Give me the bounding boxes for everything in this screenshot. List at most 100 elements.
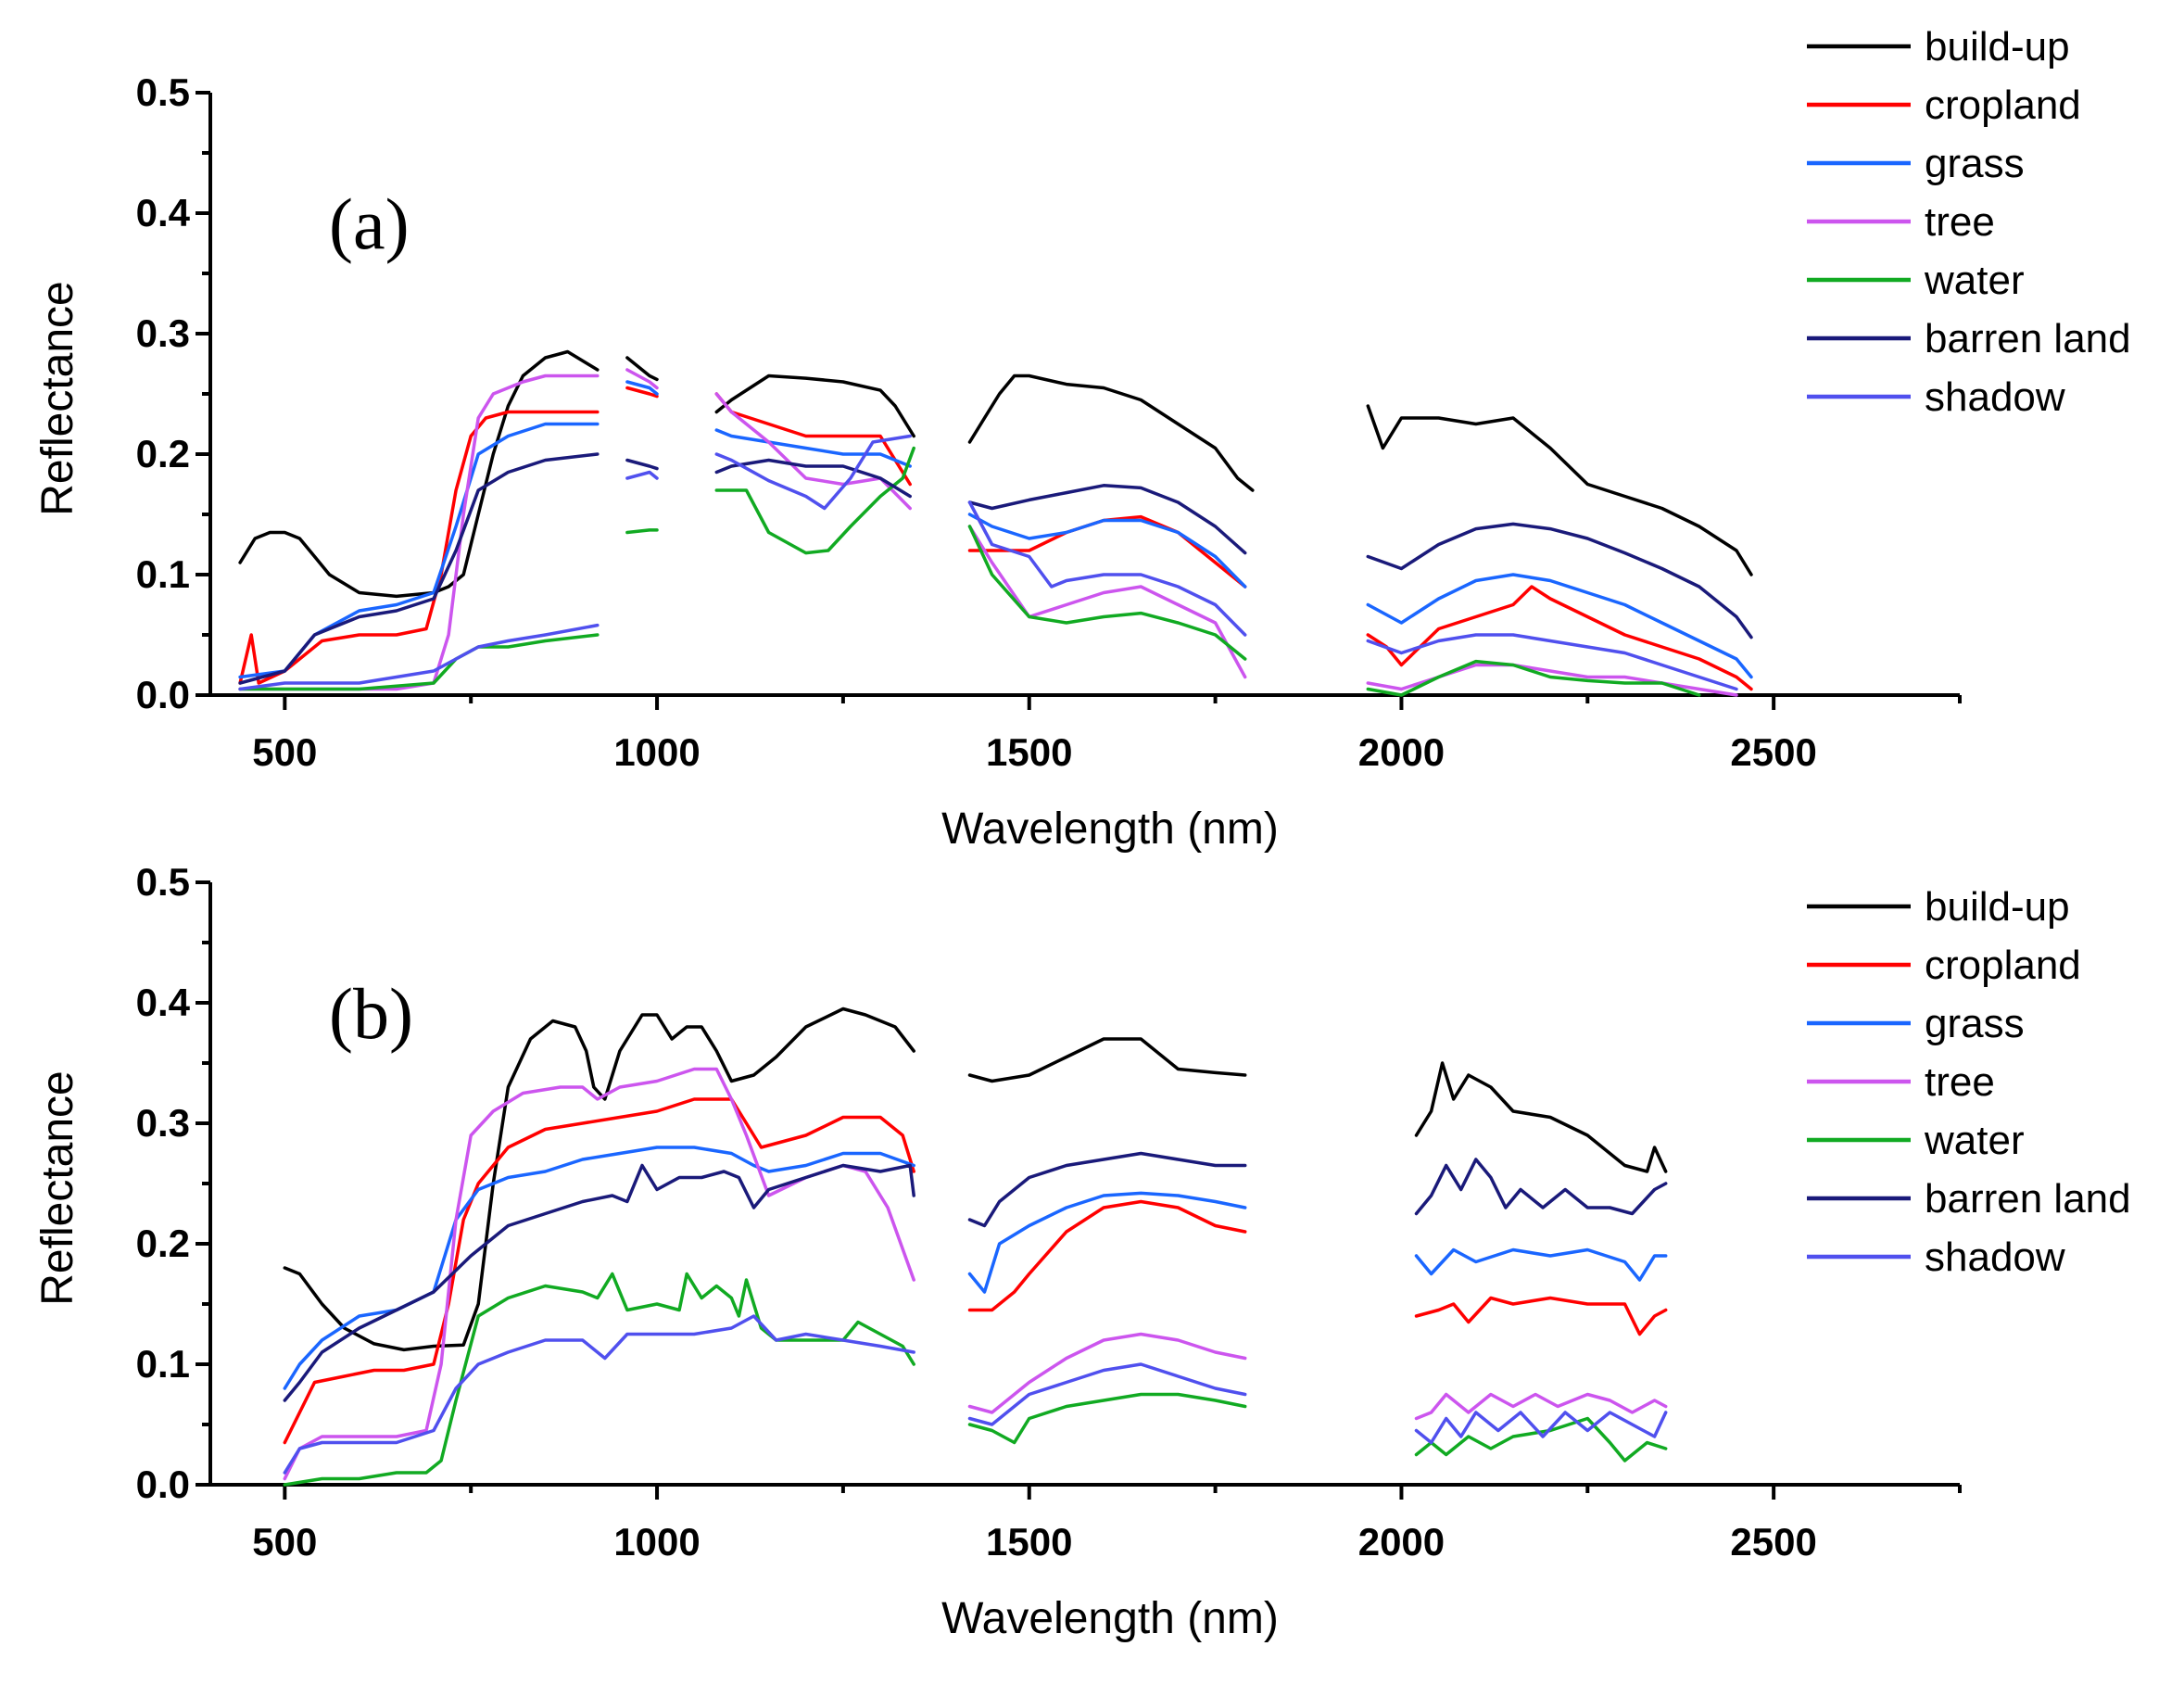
panel-b-label: (b)	[329, 973, 413, 1054]
series-barren-land-line	[967, 1151, 1247, 1228]
panel-a-x-tick-label: 2000	[1358, 730, 1445, 774]
series-barren-land-line	[967, 484, 1247, 555]
panel-a-y-tick-label: 0.4	[136, 191, 191, 234]
panel-b-x-tick-label: 500	[252, 1520, 317, 1564]
series-build-up-line	[714, 374, 915, 438]
series-shadow-line	[967, 1362, 1247, 1426]
panel-b-x-tick-label: 1000	[613, 1520, 700, 1564]
series-grass-line	[967, 513, 1247, 589]
panel-b-y-tick-label: 0.4	[136, 981, 191, 1024]
series-build-up-line	[1366, 404, 1753, 576]
panel-b-x-tick-label: 1500	[986, 1520, 1072, 1564]
legend-label-grass: grass	[1925, 141, 2025, 186]
legend-label-cropland: cropland	[1925, 82, 2081, 128]
series-water-line	[625, 528, 659, 535]
panel-a-y-tick-label: 0.0	[136, 673, 190, 716]
panel-a-y-tick-label: 0.3	[136, 311, 190, 355]
panel-a-y-tick-label: 0.2	[136, 432, 190, 475]
legend-label-barren-land: barren land	[1925, 316, 2131, 361]
panel-b-y-tick-label: 0.1	[136, 1342, 190, 1386]
series-grass-line	[1366, 573, 1753, 679]
panel-a-y-tick-label: 0.1	[136, 552, 190, 596]
panel-a-y-tick-label: 0.5	[136, 70, 190, 114]
series-tree-line	[1366, 663, 1738, 697]
series-build-up-line	[1414, 1061, 1668, 1173]
panel-a-series	[238, 349, 1753, 697]
panel-b-y-tick-label: 0.0	[136, 1462, 190, 1506]
series-water-line	[967, 1392, 1247, 1445]
panel-b-y-axis-title: Reflectance	[33, 1070, 82, 1305]
panel-b-series	[283, 1007, 1668, 1487]
series-tree-line	[1414, 1392, 1668, 1421]
series-tree-line	[967, 1332, 1247, 1414]
series-grass-line	[625, 380, 659, 396]
series-barren-land-line	[1414, 1158, 1668, 1216]
panel-b-x-tick-label: 2000	[1358, 1520, 1445, 1564]
series-build-up-line	[238, 349, 600, 599]
series-cropland-line	[238, 410, 600, 685]
panel-a-x-tick-label: 1500	[986, 730, 1072, 774]
series-cropland-line	[1366, 585, 1753, 691]
legend-label-water: water	[1924, 1118, 2025, 1163]
series-barren-land-line	[238, 452, 600, 685]
series-water-line	[1366, 659, 1701, 697]
legend-label-shadow: shadow	[1925, 1235, 2065, 1280]
series-grass-line	[967, 1191, 1247, 1294]
series-water-line	[1414, 1416, 1668, 1462]
legend-label-grass: grass	[1925, 1001, 2025, 1046]
series-tree-line	[967, 525, 1247, 679]
series-water-line	[967, 525, 1247, 661]
series-shadow-line	[714, 434, 912, 511]
series-barren-land-line	[1366, 522, 1753, 639]
panel-b-chart: 500 1000 1500 2000 2500 0.0 0.1 0.2 0.3 0.4 0.5 bu…	[33, 860, 2131, 1643]
series-shadow-line	[283, 1314, 915, 1475]
series-build-up-line	[283, 1007, 915, 1352]
panel-b-legend: build-up cropland grass tree water barren lan…	[1807, 884, 2131, 1280]
panel-a-chart: 500 1000 1500 2000 2500 0.0 0.1 0.2 0.3 0.4 0.5 bu…	[33, 24, 2131, 854]
series-grass-line	[1414, 1247, 1668, 1282]
series-build-up-line	[967, 374, 1255, 492]
legend-label-barren-land: barren land	[1925, 1176, 2131, 1222]
legend-label-water: water	[1924, 258, 2025, 303]
series-water-line	[714, 446, 915, 555]
series-grass-line	[283, 1146, 915, 1390]
series-barren-land-line	[625, 458, 659, 471]
series-shadow-line	[1414, 1411, 1668, 1445]
series-grass-line	[714, 428, 912, 468]
series-shadow-line	[625, 470, 659, 480]
series-shadow-line	[967, 500, 1247, 637]
panel-b-y-tick-label: 0.2	[136, 1222, 190, 1265]
series-cropland-line	[1414, 1296, 1668, 1336]
panel-b-ticks: 500 1000 1500 2000 2500 0.0 0.1 0.2 0.3 0.4 0.5	[136, 860, 1962, 1564]
legend-label-tree: tree	[1925, 199, 1995, 245]
panel-b-x-axis-title: Wavelength (nm)	[941, 1594, 1279, 1643]
panel-b-x-tick-label: 2500	[1730, 1520, 1816, 1564]
series-build-up-line	[625, 356, 659, 382]
panel-a-ticks: 500 1000 1500 2000 2500 0.0 0.1 0.2 0.3 0.4 0.5	[136, 70, 1962, 774]
series-tree-line	[625, 368, 659, 390]
series-barren-land-line	[283, 1163, 915, 1402]
series-cropland-line	[967, 1199, 1247, 1312]
legend-label-tree: tree	[1925, 1059, 1995, 1105]
panel-a-x-axis-title: Wavelength (nm)	[941, 804, 1279, 854]
legend-label-build-up: build-up	[1925, 24, 2070, 70]
panel-a-x-tick-label: 500	[252, 730, 317, 774]
panel-b-y-tick-label: 0.5	[136, 860, 190, 904]
panel-a-x-tick-label: 1000	[613, 730, 700, 774]
panel-a-x-tick-label: 2500	[1730, 730, 1816, 774]
panel-b-y-tick-label: 0.3	[136, 1101, 190, 1145]
legend-label-shadow: shadow	[1925, 374, 2065, 420]
series-barren-land-line	[714, 458, 912, 499]
series-shadow-line	[1366, 633, 1738, 691]
panel-a-legend: build-up cropland grass tree water barren lan…	[1807, 24, 2131, 420]
series-build-up-line	[967, 1037, 1247, 1083]
legend-label-build-up: build-up	[1925, 884, 2070, 930]
panel-a-label: (a)	[329, 184, 410, 264]
series-cropland-line	[283, 1097, 915, 1445]
legend-label-cropland: cropland	[1925, 943, 2081, 988]
series-cropland-line	[625, 386, 659, 399]
panel-a-y-axis-title: Reflectance	[33, 281, 82, 515]
series-water-line	[283, 1272, 915, 1487]
series-shadow-line	[238, 623, 600, 691]
